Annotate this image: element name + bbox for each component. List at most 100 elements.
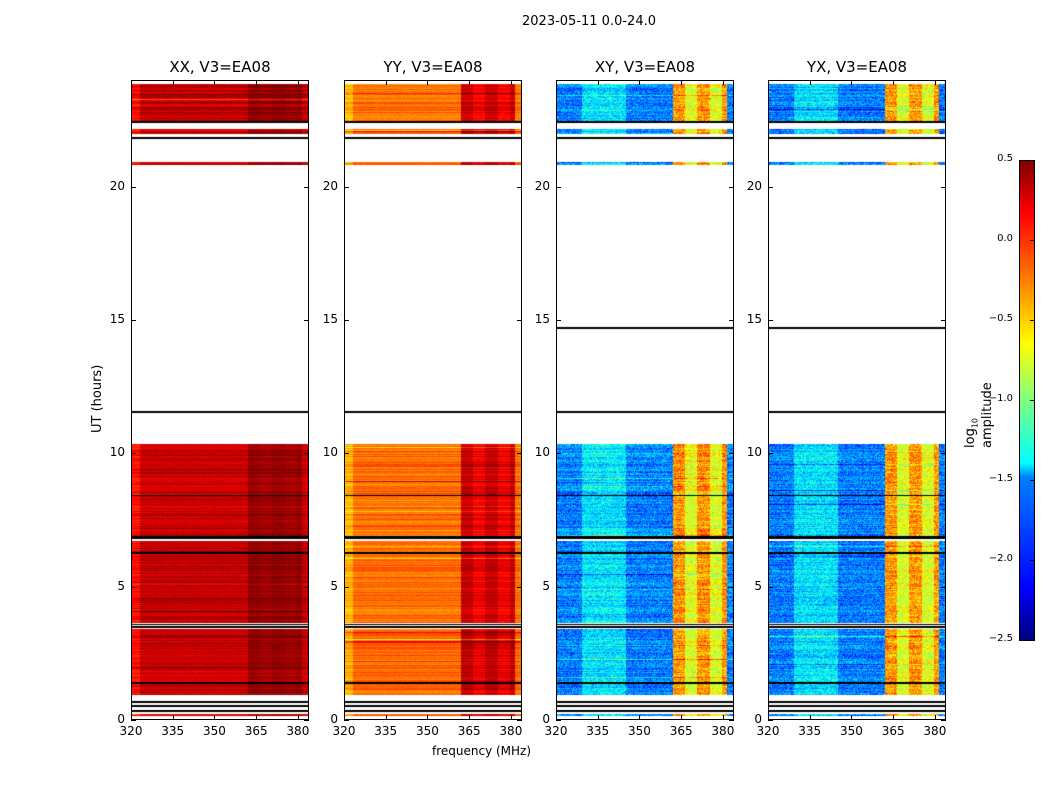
y-tick-mark (768, 320, 773, 321)
y-tick-mark (941, 320, 946, 321)
y-tick-mark (556, 453, 561, 455)
x-tick-mark (427, 80, 429, 85)
x-axis-label: frequency (MHz) (432, 744, 532, 758)
x-tick-label: 380 (286, 724, 310, 738)
x-tick-mark (297, 80, 299, 85)
colorbar-tick-mark (1030, 160, 1035, 161)
x-tick-mark (131, 80, 132, 85)
y-tick-label: 5 (117, 578, 125, 593)
x-tick-mark (934, 80, 936, 85)
x-tick-mark (469, 715, 471, 720)
x-tick-mark (722, 80, 724, 85)
y-tick-label: 15 (322, 312, 338, 326)
colorbar-tick-mark (1030, 320, 1035, 321)
y-tick-mark (941, 720, 946, 721)
y-tick-mark (304, 453, 309, 455)
panel-title: XX, V3=EA08 (169, 58, 271, 76)
x-tick-mark (893, 80, 895, 85)
heatmap-image (769, 81, 945, 719)
x-tick-label: 335 (798, 724, 822, 738)
y-tick-mark (304, 720, 309, 721)
x-tick-mark (214, 80, 216, 85)
y-tick-label: 15 (534, 312, 550, 326)
y-tick-mark (131, 586, 136, 588)
x-tick-mark (556, 80, 557, 85)
y-tick-label: 10 (746, 445, 762, 460)
x-tick-mark (768, 80, 769, 85)
colorbar-tick-label: −1.5 (988, 473, 1013, 484)
heatmap-panel (344, 80, 522, 720)
y-tick-label: 10 (109, 445, 125, 460)
x-tick-mark (344, 80, 345, 85)
x-tick-label: 380 (923, 724, 947, 738)
y-tick-mark (131, 720, 136, 721)
y-tick-label: 5 (754, 578, 762, 593)
colorbar-tick-label: 0.5 (997, 153, 1013, 164)
x-tick-mark (768, 715, 769, 720)
y-tick-mark (768, 586, 773, 588)
y-tick-mark (517, 320, 522, 321)
x-tick-mark (934, 715, 936, 720)
y-axis-label: UT (hours) (90, 364, 105, 433)
heatmap-image (557, 81, 733, 719)
colorbar-tick-label: −1.0 (988, 393, 1013, 404)
y-tick-mark (729, 720, 734, 721)
y-tick-mark (556, 720, 561, 721)
x-tick-mark (510, 80, 512, 85)
y-tick-mark (131, 320, 136, 321)
x-tick-mark (722, 715, 724, 720)
x-tick-label: 335 (161, 724, 185, 738)
x-tick-label: 320 (119, 724, 143, 738)
y-tick-mark (131, 186, 136, 188)
y-tick-mark (131, 453, 136, 455)
y-tick-label: 20 (322, 178, 338, 193)
x-tick-label: 350 (839, 724, 863, 738)
y-tick-mark (304, 586, 309, 588)
x-tick-mark (385, 715, 387, 720)
y-tick-mark (517, 453, 522, 455)
y-tick-label: 5 (330, 578, 338, 593)
y-tick-mark (517, 720, 522, 721)
x-tick-mark (297, 715, 299, 720)
y-tick-mark (304, 186, 309, 188)
y-tick-mark (517, 186, 522, 188)
y-tick-label: 0 (117, 712, 125, 726)
heatmap-panel (768, 80, 946, 720)
x-tick-mark (681, 80, 683, 85)
heatmap-panel (556, 80, 734, 720)
y-tick-label: 10 (534, 445, 550, 460)
x-tick-mark (851, 715, 853, 720)
y-tick-label: 0 (330, 712, 338, 726)
y-tick-label: 15 (109, 312, 125, 326)
y-tick-mark (768, 453, 773, 455)
y-tick-mark (556, 320, 561, 321)
colorbar-tick-label: −0.5 (988, 313, 1013, 324)
y-tick-mark (941, 586, 946, 588)
y-tick-mark (941, 186, 946, 188)
x-tick-label: 365 (457, 724, 481, 738)
y-tick-mark (768, 186, 773, 188)
y-tick-label: 10 (322, 445, 338, 460)
x-tick-mark (510, 715, 512, 720)
x-tick-mark (597, 715, 599, 720)
y-tick-mark (729, 186, 734, 188)
colorbar-tick-mark (1030, 240, 1035, 241)
y-tick-label: 0 (542, 712, 550, 726)
heatmap-image (345, 81, 521, 719)
heatmap-image (132, 81, 308, 719)
colorbar-tick-mark (1030, 480, 1035, 481)
y-tick-mark (344, 453, 349, 455)
y-tick-mark (729, 586, 734, 588)
x-tick-label: 365 (669, 724, 693, 738)
x-tick-mark (893, 715, 895, 720)
y-tick-mark (344, 320, 349, 321)
y-tick-label: 5 (542, 578, 550, 593)
x-tick-mark (385, 80, 387, 85)
y-tick-mark (729, 453, 734, 455)
x-tick-label: 320 (756, 724, 780, 738)
y-tick-mark (344, 186, 349, 188)
x-tick-mark (214, 715, 216, 720)
x-tick-mark (639, 715, 641, 720)
x-tick-mark (639, 80, 641, 85)
panel-title: XY, V3=EA08 (594, 58, 696, 76)
